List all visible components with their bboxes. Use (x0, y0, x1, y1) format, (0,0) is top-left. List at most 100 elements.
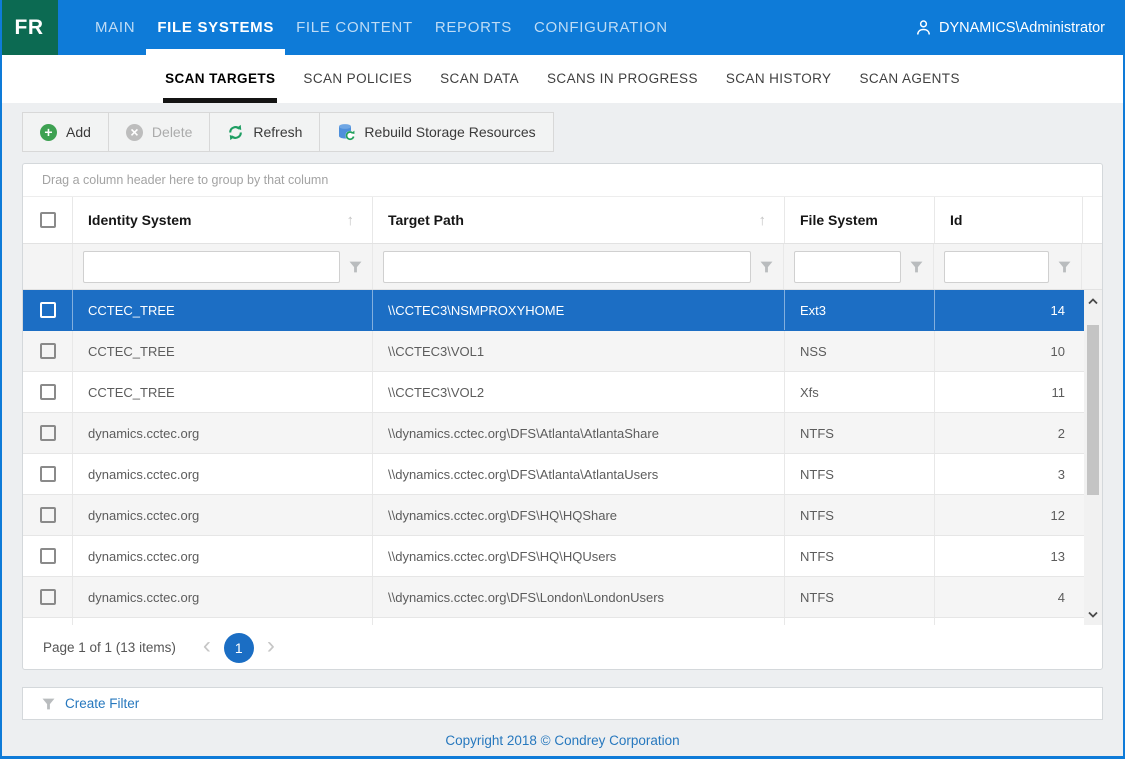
tab-scan-policies[interactable]: SCAN POLICIES (303, 71, 413, 86)
user-menu[interactable]: DYNAMICS\Administrator (915, 0, 1105, 55)
tab-scan-agents[interactable]: SCAN AGENTS (859, 71, 960, 86)
cell-file-system: Ext3 (785, 290, 935, 330)
pager-summary: Page 1 of 1 (13 items) (43, 640, 176, 655)
clipped-cell (73, 618, 373, 625)
cell-file-system: NSS (785, 331, 935, 371)
top-nav-item-file-systems[interactable]: FILE SYSTEMS (146, 0, 285, 55)
cell-file-system: NTFS (785, 454, 935, 494)
delete-circle-icon: × (125, 123, 143, 141)
cell-target-path: \\dynamics.cctec.org\DFS\Atlanta\Atlanta… (373, 454, 785, 494)
cell-identity-system: CCTEC_TREE (73, 290, 373, 330)
clipped-cell (935, 618, 1083, 625)
column-header-file-system[interactable]: File System (785, 197, 935, 243)
rebuild-storage-resources-button[interactable]: Rebuild Storage Resources (320, 113, 552, 151)
column-header-identity-system[interactable]: Identity System ↑ (73, 197, 373, 243)
row-checkbox-cell (23, 536, 73, 576)
select-all-checkbox[interactable] (39, 212, 56, 228)
row-checkbox[interactable] (39, 548, 56, 564)
top-nav-item-configuration[interactable]: CONFIGURATION (533, 19, 668, 36)
cell-identity-system: dynamics.cctec.org (73, 536, 373, 576)
tab-scans-in-progress[interactable]: SCANS IN PROGRESS (547, 71, 698, 86)
tab-scan-history[interactable]: SCAN HISTORY (725, 71, 832, 86)
cell-id: 11 (1051, 384, 1066, 400)
table-row[interactable]: dynamics.cctec.org \\dynamics.cctec.org\D… (23, 577, 1084, 618)
cell-file-system: NTFS (785, 577, 935, 617)
cell-file-system: Xfs (785, 372, 935, 412)
create-filter-bar: Create Filter (22, 687, 1103, 720)
column-header-label: Target Path (388, 212, 464, 228)
cell-target-path: \\dynamics.cctec.org\DFS\HQ\HQUsers (373, 536, 785, 576)
id-filter-input[interactable] (943, 250, 1049, 283)
filter-funnel-icon[interactable] (1058, 261, 1071, 273)
top-nav-item-file-content[interactable]: FILE CONTENT (296, 19, 413, 36)
sub-nav: SCAN TARGETS SCAN POLICIES SCAN DATA SCANS … (2, 55, 1123, 103)
row-checkbox[interactable] (39, 589, 56, 605)
cell-target-path: \\dynamics.cctec.org\DFS\Atlanta\Atlanta… (373, 413, 785, 453)
column-header-target-path[interactable]: Target Path ↑ (373, 197, 785, 243)
group-by-bar[interactable]: Drag a column header here to group by th… (23, 164, 1102, 197)
table-row[interactable]: dynamics.cctec.org \\dynamics.cctec.org\D… (23, 413, 1084, 454)
row-checkbox[interactable] (39, 384, 56, 400)
add-circle-icon: + (40, 123, 57, 141)
identity-system-filter-input[interactable] (82, 250, 340, 283)
filter-cell-target-path (373, 244, 784, 289)
clipped-cell (785, 618, 935, 625)
pager-page-1[interactable]: 1 (223, 632, 254, 663)
cell-identity-system: dynamics.cctec.org (73, 495, 373, 535)
top-nav-bar: FR MAIN FILE SYSTEMS FILE CONTENT REPORTS CO… (2, 0, 1123, 55)
cell-target-path: \\dynamics.cctec.org\DFS\London\LondonUs… (373, 577, 785, 617)
rebuild-storage-icon (339, 124, 356, 141)
filter-funnel-icon[interactable] (760, 261, 773, 273)
row-checkbox[interactable] (39, 302, 56, 318)
filter-cell-identity-system (73, 244, 373, 289)
user-name: DYNAMICS\Administrator (939, 19, 1105, 36)
file-system-filter-input[interactable] (793, 250, 901, 283)
tab-scan-data[interactable]: SCAN DATA (440, 71, 520, 86)
sort-asc-icon: ↑ (758, 211, 767, 229)
cell-identity-system: dynamics.cctec.org (73, 577, 373, 617)
cell-id: 12 (1050, 507, 1065, 523)
scroll-down-arrow-icon[interactable] (1084, 605, 1102, 623)
row-checkbox[interactable] (39, 343, 56, 359)
row-checkbox-cell (23, 577, 73, 617)
sort-asc-icon: ↑ (346, 211, 355, 229)
table-row[interactable]: dynamics.cctec.org \\dynamics.cctec.org\D… (23, 495, 1084, 536)
pager-bar: Page 1 of 1 (13 items) ‹ 1 › (23, 625, 1102, 669)
scroll-up-arrow-icon[interactable] (1084, 292, 1102, 310)
delete-button: × Delete (109, 113, 211, 151)
tab-scan-targets[interactable]: SCAN TARGETS (163, 55, 278, 103)
table-row[interactable]: dynamics.cctec.org \\dynamics.cctec.org\D… (23, 454, 1084, 495)
vertical-scrollbar[interactable] (1084, 290, 1102, 625)
pager-prev-icon[interactable]: ‹ (202, 631, 211, 659)
pager-next-icon[interactable]: › (266, 631, 275, 659)
refresh-button[interactable]: Refresh (210, 113, 321, 151)
scrollbar-thumb[interactable] (1087, 325, 1099, 495)
row-checkbox[interactable] (39, 425, 56, 441)
create-filter-link[interactable]: Create Filter (65, 696, 140, 711)
cell-target-path: \\CCTEC3\VOL2 (373, 372, 785, 412)
filter-funnel-icon[interactable] (910, 261, 923, 273)
cell-target-path: \\CCTEC3\NSMPROXYHOME (373, 290, 785, 330)
cell-identity-system: dynamics.cctec.org (73, 454, 373, 494)
table-row-clipped[interactable] (23, 618, 1084, 625)
table-row[interactable]: CCTEC_TREE \\CCTEC3\VOL2 Xfs 11 (23, 372, 1084, 413)
delete-button-label: Delete (151, 124, 193, 140)
row-checkbox-cell (23, 413, 73, 453)
filter-funnel-icon[interactable] (349, 261, 362, 273)
row-checkbox[interactable] (39, 466, 56, 482)
top-nav: MAIN FILE SYSTEMS FILE CONTENT REPORTS CONFI… (84, 0, 679, 55)
clipped-cell (23, 618, 73, 625)
table-row[interactable]: CCTEC_TREE \\CCTEC3\NSMPROXYHOME Ext3 14 (23, 290, 1084, 331)
table-row[interactable]: CCTEC_TREE \\CCTEC3\VOL1 NSS 10 (23, 331, 1084, 372)
cell-target-path: \\CCTEC3\VOL1 (373, 331, 785, 371)
table-row[interactable]: dynamics.cctec.org \\dynamics.cctec.org\D… (23, 536, 1084, 577)
cell-id: 10 (1050, 343, 1065, 359)
column-header-id[interactable]: Id (935, 197, 1083, 243)
select-all-header-cell (23, 197, 73, 243)
scan-targets-grid: Drag a column header here to group by th… (22, 163, 1103, 670)
top-nav-item-main[interactable]: MAIN (95, 19, 136, 36)
target-path-filter-input[interactable] (382, 250, 751, 283)
row-checkbox[interactable] (39, 507, 56, 523)
add-button[interactable]: + Add (23, 113, 109, 151)
top-nav-item-reports[interactable]: REPORTS (434, 19, 512, 36)
